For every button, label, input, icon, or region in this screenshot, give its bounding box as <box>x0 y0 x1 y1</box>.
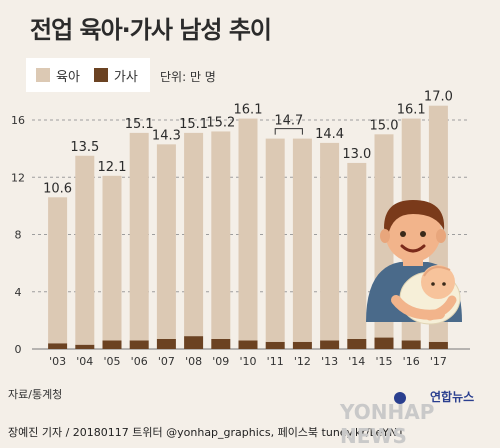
bar-total-label: 15.1 <box>179 117 208 132</box>
y-tick-label: 16 <box>11 114 25 127</box>
y-tick-label: 4 <box>15 286 22 299</box>
bar-housework <box>374 337 394 349</box>
legend: 육아 가사 <box>26 58 150 92</box>
y-tick-label: 8 <box>15 229 22 242</box>
bar-housework <box>102 340 122 349</box>
x-tick-label: '17 <box>430 355 447 368</box>
bar-housework <box>320 340 340 349</box>
bar-total-label: 10.6 <box>43 181 72 196</box>
x-tick-label: '15 <box>375 355 392 368</box>
bar-total-label: 14.3 <box>152 128 181 143</box>
bar-childcare <box>347 162 367 339</box>
x-tick-label: '06 <box>131 355 148 368</box>
father-baby-illustration <box>366 200 462 325</box>
credit-line: 장예진 기자 / 20180117 트위터 @yonhap_graphics, … <box>8 426 405 439</box>
bar-childcare <box>129 132 149 341</box>
legend-label-childcare: 육아 <box>56 69 80 85</box>
bar-housework <box>75 344 95 349</box>
bar-childcare <box>238 118 258 341</box>
bar-housework <box>265 341 285 349</box>
bar-childcare <box>265 138 285 342</box>
bar-housework <box>211 338 231 349</box>
legend-label-housework: 가사 <box>113 69 138 85</box>
bar-childcare <box>156 144 176 339</box>
annotation-bracket <box>274 128 303 135</box>
x-tick-label: '03 <box>49 355 66 368</box>
x-tick-label: '14 <box>348 355 365 368</box>
bar-total-label: 14.4 <box>315 127 344 142</box>
bar-total-label: 17.0 <box>424 90 453 105</box>
bar-childcare <box>102 175 122 341</box>
bar-childcare <box>320 142 340 341</box>
bar-total-label: 15.0 <box>370 118 399 133</box>
bar-total-label: 15.1 <box>125 117 154 132</box>
unit-label: 단위: 만 명 <box>160 70 216 84</box>
bar-childcare <box>48 197 68 344</box>
legend-swatch-housework <box>93 68 108 82</box>
bar-housework <box>184 336 204 349</box>
x-tick-label: '05 <box>103 355 120 368</box>
bar-housework <box>428 341 448 349</box>
bar-housework <box>347 338 367 349</box>
bar-total-label: 12.1 <box>98 160 127 175</box>
source-note: 자료/통계청 <box>8 388 63 401</box>
x-tick-label: '11 <box>267 355 284 368</box>
chart-title: 전업 육아·가사 남성 추이 <box>30 16 272 44</box>
bar-childcare <box>211 131 231 339</box>
watermark-agency: 연합뉴스 <box>430 390 475 404</box>
bar-childcare <box>292 138 312 342</box>
bar-housework <box>238 340 258 349</box>
x-tick-label: '07 <box>158 355 175 368</box>
bar-total-label: 13.5 <box>70 140 99 155</box>
bar-total-label: 16.1 <box>397 103 426 118</box>
watermark-brand: YONHAP NEWS <box>340 400 435 448</box>
y-tick-label: 12 <box>11 171 25 184</box>
bar-housework <box>48 343 68 349</box>
x-tick-label: '16 <box>403 355 420 368</box>
x-tick-label: '08 <box>185 355 202 368</box>
x-tick-label: '10 <box>239 355 256 368</box>
bar-housework <box>292 341 312 349</box>
bar-total-label: 13.0 <box>342 147 371 162</box>
bar-housework <box>156 338 176 349</box>
bar-housework <box>129 340 149 349</box>
bar-total-label: 16.1 <box>234 103 263 118</box>
legend-swatch-childcare <box>36 68 50 82</box>
yonhap-watermark-logo <box>394 392 406 404</box>
bar-housework <box>401 340 421 349</box>
annotation-label: 14.7 <box>274 114 303 129</box>
bar-childcare <box>75 155 95 345</box>
bar-childcare <box>184 132 204 337</box>
x-tick-label: '04 <box>76 355 93 368</box>
x-tick-label: '09 <box>212 355 229 368</box>
y-tick-label: 0 <box>15 343 22 356</box>
x-tick-label: '12 <box>294 355 311 368</box>
x-tick-label: '13 <box>321 355 338 368</box>
bar-total-label: 15.2 <box>206 115 235 130</box>
